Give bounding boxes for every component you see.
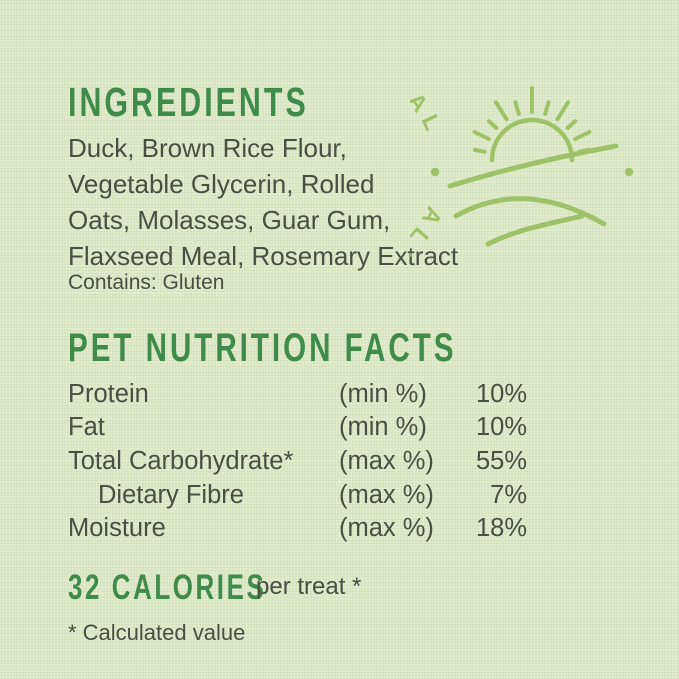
nutrient-value: 18% [475, 514, 527, 542]
badge-arc-text-top: ALL NATURAL [410, 200, 448, 289]
nutrient-basis: (min %) [339, 380, 427, 408]
nutrition-row-moisture: Moisture (max %) 18% [0, 514, 679, 546]
allergen-contains-note: Contains: Gluten [68, 271, 225, 294]
nutrient-label: Total Carbohydrate* [68, 447, 294, 475]
badge-arc-text-bottom: ALL NATURAL [410, 52, 449, 141]
nutrient-basis: (min %) [339, 413, 427, 441]
nutrient-basis: (max %) [339, 447, 434, 475]
sun-over-fields-icon: ALL NATURAL ALL NATURAL [410, 52, 634, 289]
nutrition-facts-heading: PET NUTRITION FACTS [68, 326, 457, 370]
badge-dot-left [430, 167, 440, 177]
nutrition-row-carbohydrate: Total Carbohydrate* (max %) 55% [0, 447, 679, 479]
nutrient-label: Moisture [68, 514, 166, 542]
nutrition-row-protein: Protein (min %) 10% [0, 380, 679, 412]
calculated-value-footnote: * Calculated value [68, 620, 246, 645]
nutrient-label: Fat [68, 413, 105, 441]
calories-heading: 32 CALORIES [68, 568, 267, 607]
ingredients-line: Oats, Molasses, Guar Gum, [68, 205, 391, 235]
all-natural-badge: ALL NATURAL ALL NATURAL [410, 50, 654, 294]
nutrient-basis: (max %) [339, 481, 434, 509]
nutrient-label: Protein [68, 380, 149, 408]
nutrient-value: 55% [475, 447, 527, 475]
nutrient-value: 7% [490, 481, 527, 509]
nutrient-basis: (max %) [339, 514, 434, 542]
ingredients-list: Duck, Brown Rice Flour, Vegetable Glycer… [68, 130, 458, 274]
ingredients-line: Vegetable Glycerin, Rolled [68, 169, 375, 199]
ingredients-line: Duck, Brown Rice Flour, [68, 133, 347, 163]
nutrient-value: 10% [475, 413, 527, 441]
calories-suffix: per treat * [256, 573, 362, 600]
nutrient-value: 10% [475, 380, 527, 408]
field-lines [447, 143, 619, 247]
ingredients-line: Flaxseed Meal, Rosemary Extract [68, 241, 459, 271]
nutrition-row-fat: Fat (min %) 10% [0, 413, 679, 445]
nutrient-label: Dietary Fibre [98, 481, 244, 509]
ingredients-heading: INGREDIENTS [68, 79, 309, 125]
badge-dot-right [624, 167, 634, 177]
nutrition-row-dietary-fibre: Dietary Fibre (max %) 7% [0, 481, 679, 513]
